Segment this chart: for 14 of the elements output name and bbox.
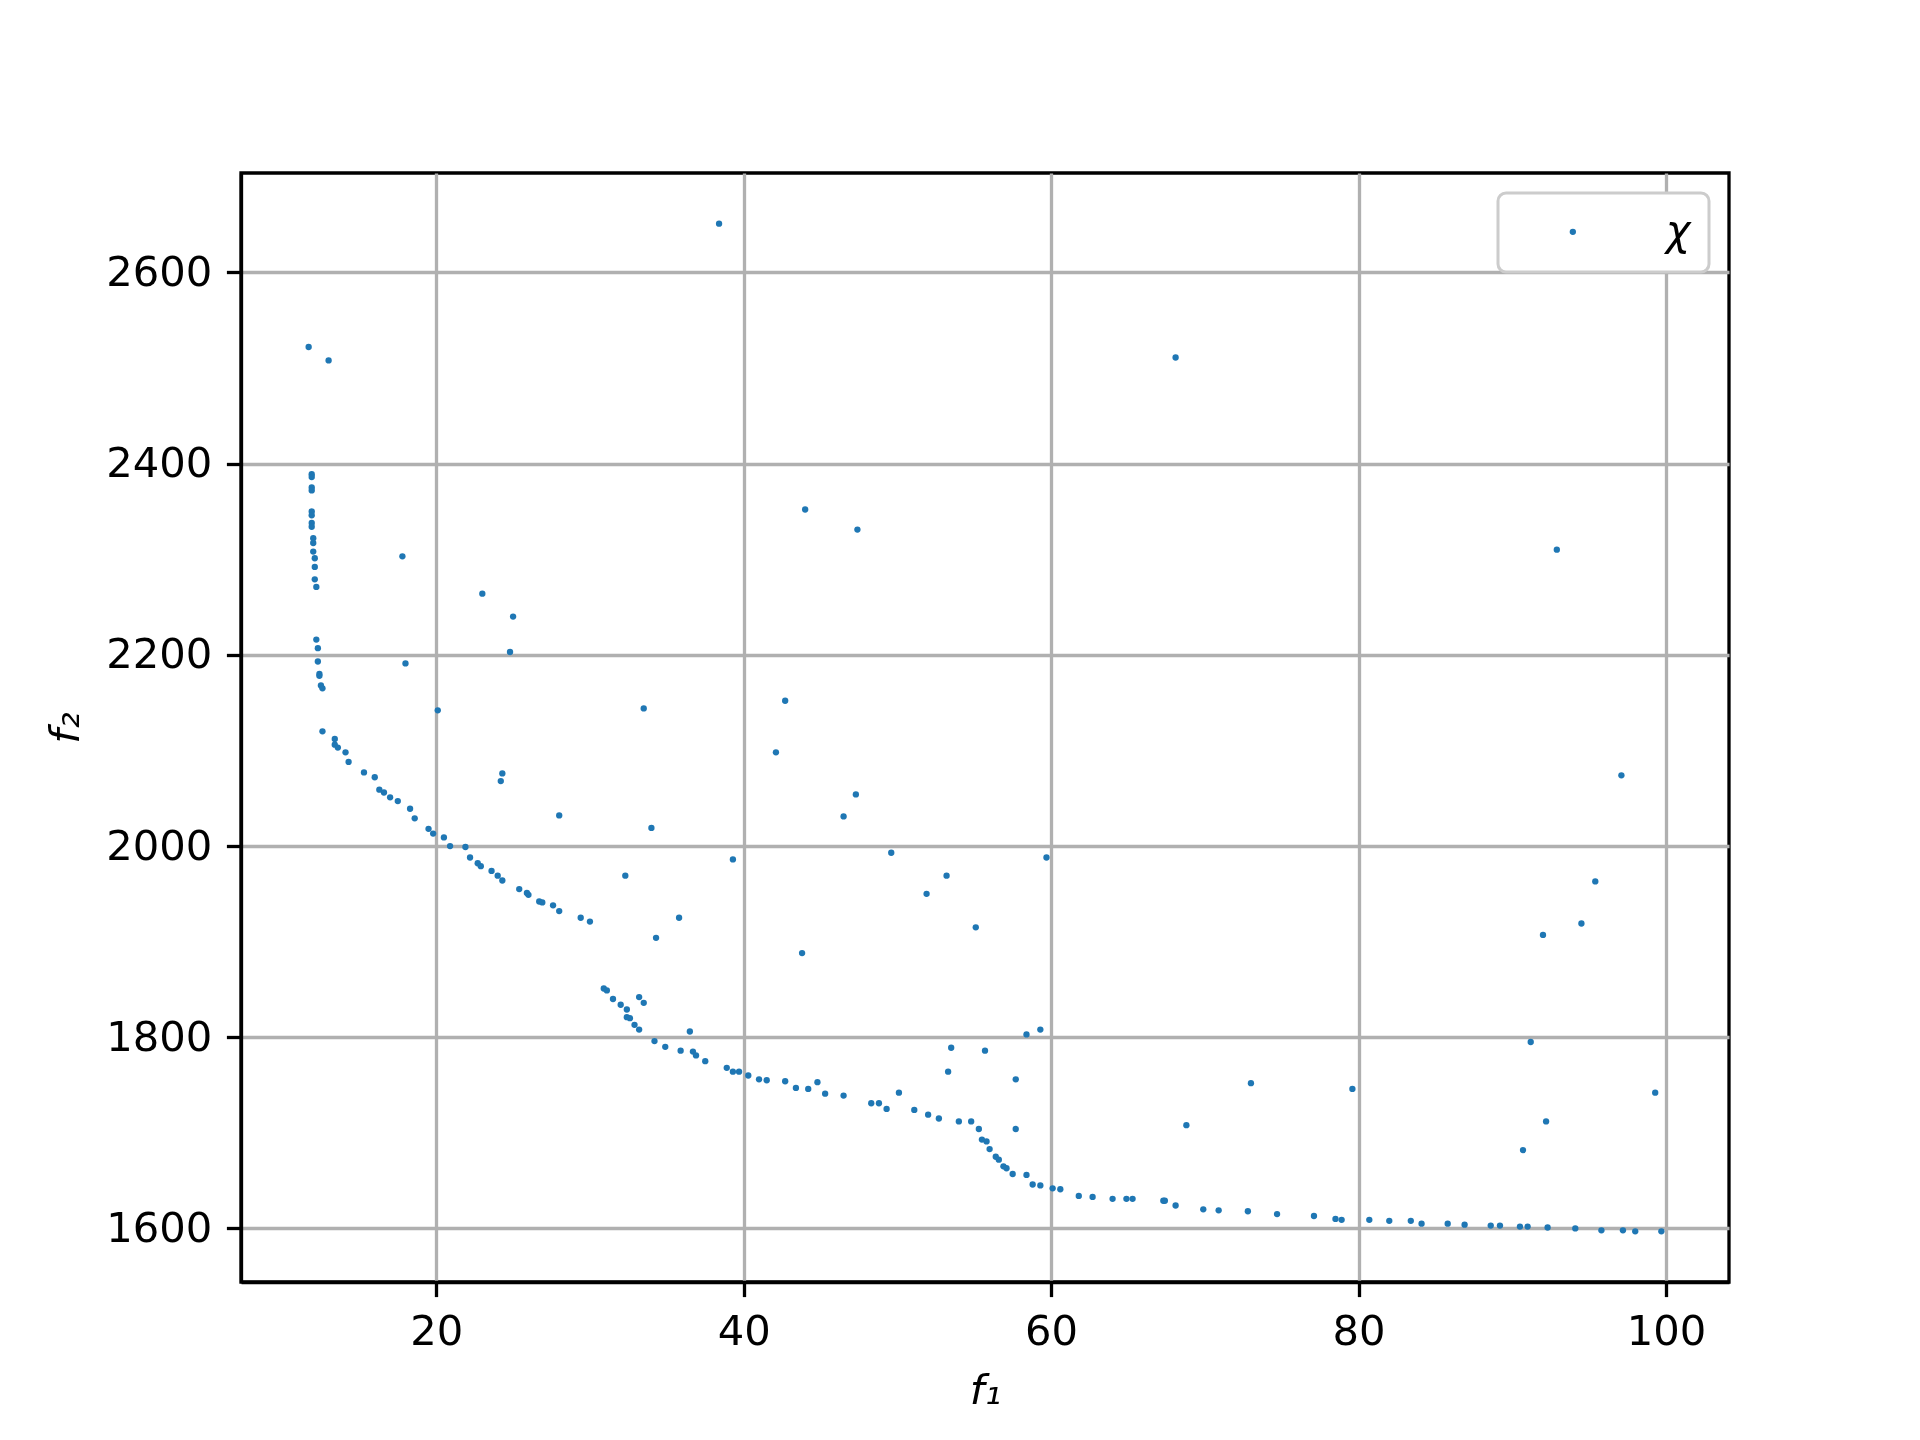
legend-label: χ [1663,205,1692,255]
x-tick-label: 40 [717,1305,771,1355]
x-axis-title: f₁ [969,1365,1002,1415]
x-tick-label: 60 [1025,1305,1079,1355]
x-tick-label: 100 [1626,1305,1707,1355]
y-tick-label: 1800 [106,1011,213,1061]
y-tick-label: 2000 [106,820,213,870]
y-tick-label: 2600 [106,246,213,296]
y-tick-label: 2200 [106,629,213,679]
y-axis-title: f₂ [40,712,90,744]
y-tick-label: 2400 [106,438,213,488]
x-tick-label: 20 [410,1305,464,1355]
x-tick-label: 80 [1332,1305,1386,1355]
y-tick-label: 1600 [106,1202,213,1252]
